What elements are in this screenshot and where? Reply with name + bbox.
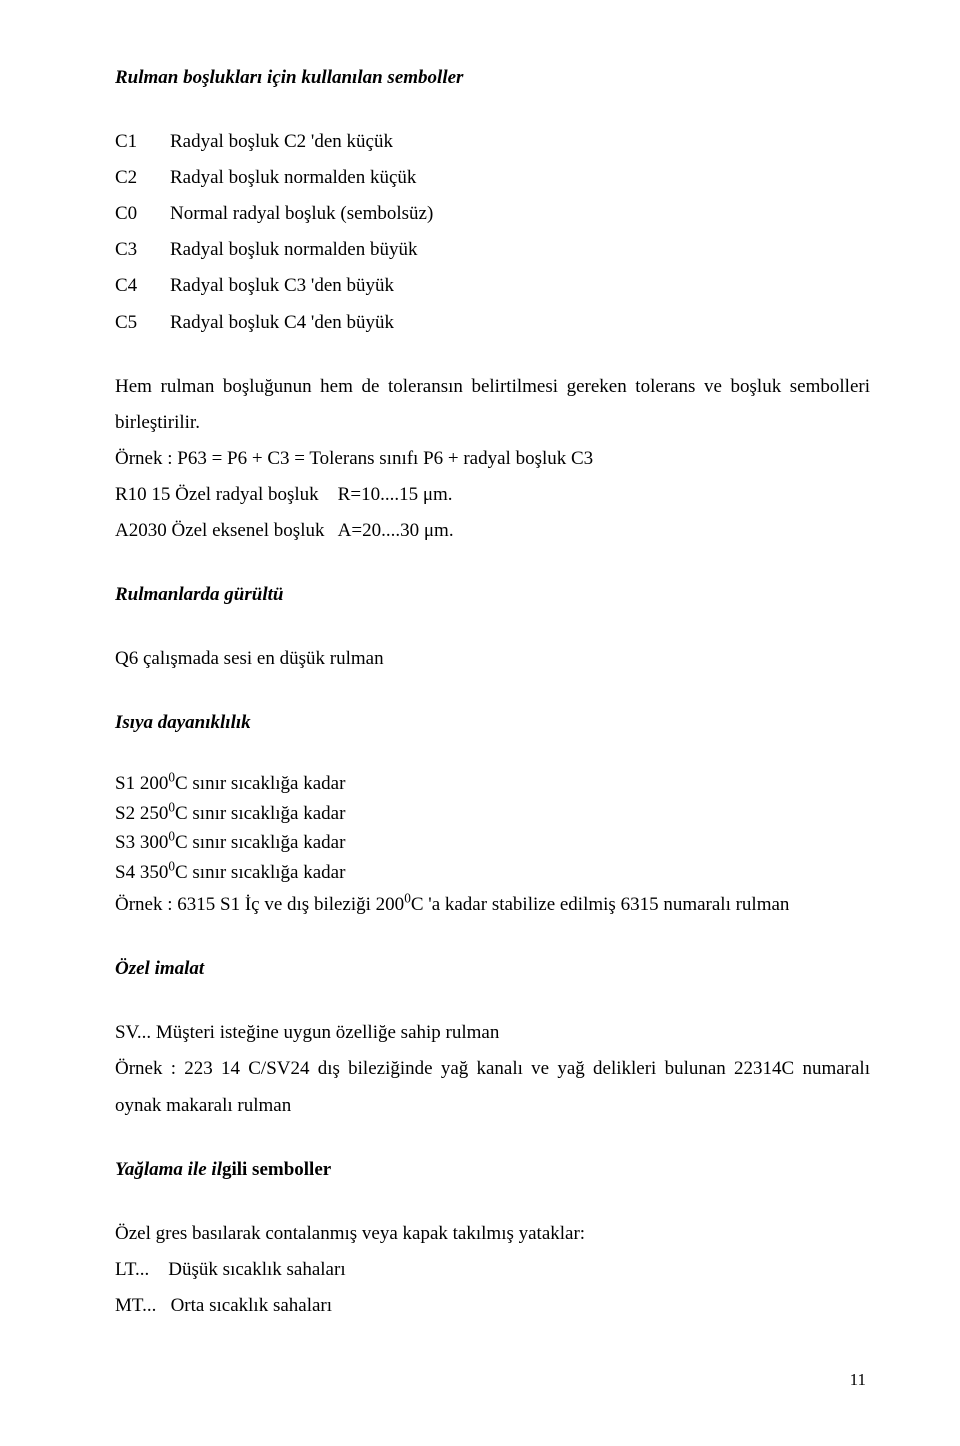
code-desc: Radyal boşluk normalden küçük [170,160,870,196]
example-1: Örnek : P63 = P6 + C3 = Tolerans sınıfı … [115,441,870,477]
code-desc: Radyal boşluk C3 'den büyük [170,268,870,304]
s-post: C sınır sıcaklığa kadar [175,773,345,794]
example-2-sup: 0 [404,891,411,906]
s-post: C sınır sıcaklığa kadar [175,803,345,824]
r1015-line: R10 15 Özel radyal boşluk R=10....15 μm. [115,477,870,513]
s-lines: S1 2000C sınır sıcaklığa kadarS2 2500C s… [115,769,870,887]
s-line: S1 2000C sınır sıcaklığa kadar [115,769,870,798]
heading-symbols: Rulman boşlukları için kullanılan sembol… [115,60,870,96]
code-row: C1Radyal boşluk C2 'den küçük [115,124,870,160]
mt-line: MT... Orta sıcaklık sahaları [115,1288,870,1324]
code-row: C4Radyal boşluk C3 'den büyük [115,268,870,304]
code-desc: Normal radyal boşluk (sembolsüz) [170,196,870,232]
s-pre: S1 200 [115,773,168,794]
s-post: C sınır sıcaklığa kadar [175,832,345,853]
heading-heat: Isıya dayanıklılık [115,705,870,741]
code-list: C1Radyal boşluk C2 'den küçükC2Radyal bo… [115,124,870,341]
s-pre: S2 250 [115,803,168,824]
example-2-pre: Örnek : 6315 S1 İç ve dış bileziği 200 [115,894,404,915]
s-line: S2 2500C sınır sıcaklığa kadar [115,799,870,828]
code-symbol: C5 [115,305,170,341]
s-sup: 0 [168,770,175,785]
code-symbol: C2 [115,160,170,196]
lt-line: LT... Düşük sıcaklık sahaları [115,1252,870,1288]
code-desc: Radyal boşluk C4 'den büyük [170,305,870,341]
code-symbol: C0 [115,196,170,232]
document-page: Rulman boşlukları için kullanılan sembol… [0,0,960,1436]
q6-line: Q6 çalışmada sesi en düşük rulman [115,641,870,677]
code-row: C2Radyal boşluk normalden küçük [115,160,870,196]
s-pre: S3 300 [115,832,168,853]
sv-line: SV... Müşteri isteğine uygun özelliğe sa… [115,1015,870,1051]
heading-lub-pre: Yağlama ile il [115,1159,222,1180]
code-symbol: C1 [115,124,170,160]
heading-lubrication: Yağlama ile ilgili semboller [115,1152,870,1188]
s-pre: S4 350 [115,862,168,883]
example-3: Örnek : 223 14 C/SV24 dış bileziğinde ya… [115,1051,870,1123]
code-row: C0Normal radyal boşluk (sembolsüz) [115,196,870,232]
heading-ozel: Özel imalat [115,951,870,987]
code-row: C3Radyal boşluk normalden büyük [115,232,870,268]
example-2: Örnek : 6315 S1 İç ve dış bileziği 2000C… [115,887,870,923]
code-desc: Radyal boşluk C2 'den küçük [170,124,870,160]
s-sup: 0 [168,858,175,873]
code-desc: Radyal boşluk normalden büyük [170,232,870,268]
heading-lub-post: gili semboller [222,1159,331,1180]
tolerance-paragraph: Hem rulman boşluğunun hem de toleransın … [115,369,870,441]
gres-line: Özel gres basılarak contalanmış veya kap… [115,1216,870,1252]
code-symbol: C3 [115,232,170,268]
s-post: C sınır sıcaklığa kadar [175,862,345,883]
example-2-post: C 'a kadar stabilize edilmiş 6315 numara… [411,894,790,915]
s-line: S3 3000C sınır sıcaklığa kadar [115,828,870,857]
page-number: 11 [115,1364,870,1396]
heading-noise: Rulmanlarda gürültü [115,577,870,613]
code-row: C5Radyal boşluk C4 'den büyük [115,305,870,341]
s-sup: 0 [168,800,175,815]
code-symbol: C4 [115,268,170,304]
a2030-line: A2030 Özel eksenel boşluk A=20....30 μm. [115,513,870,549]
s-sup: 0 [168,829,175,844]
s-line: S4 3500C sınır sıcaklığa kadar [115,858,870,887]
